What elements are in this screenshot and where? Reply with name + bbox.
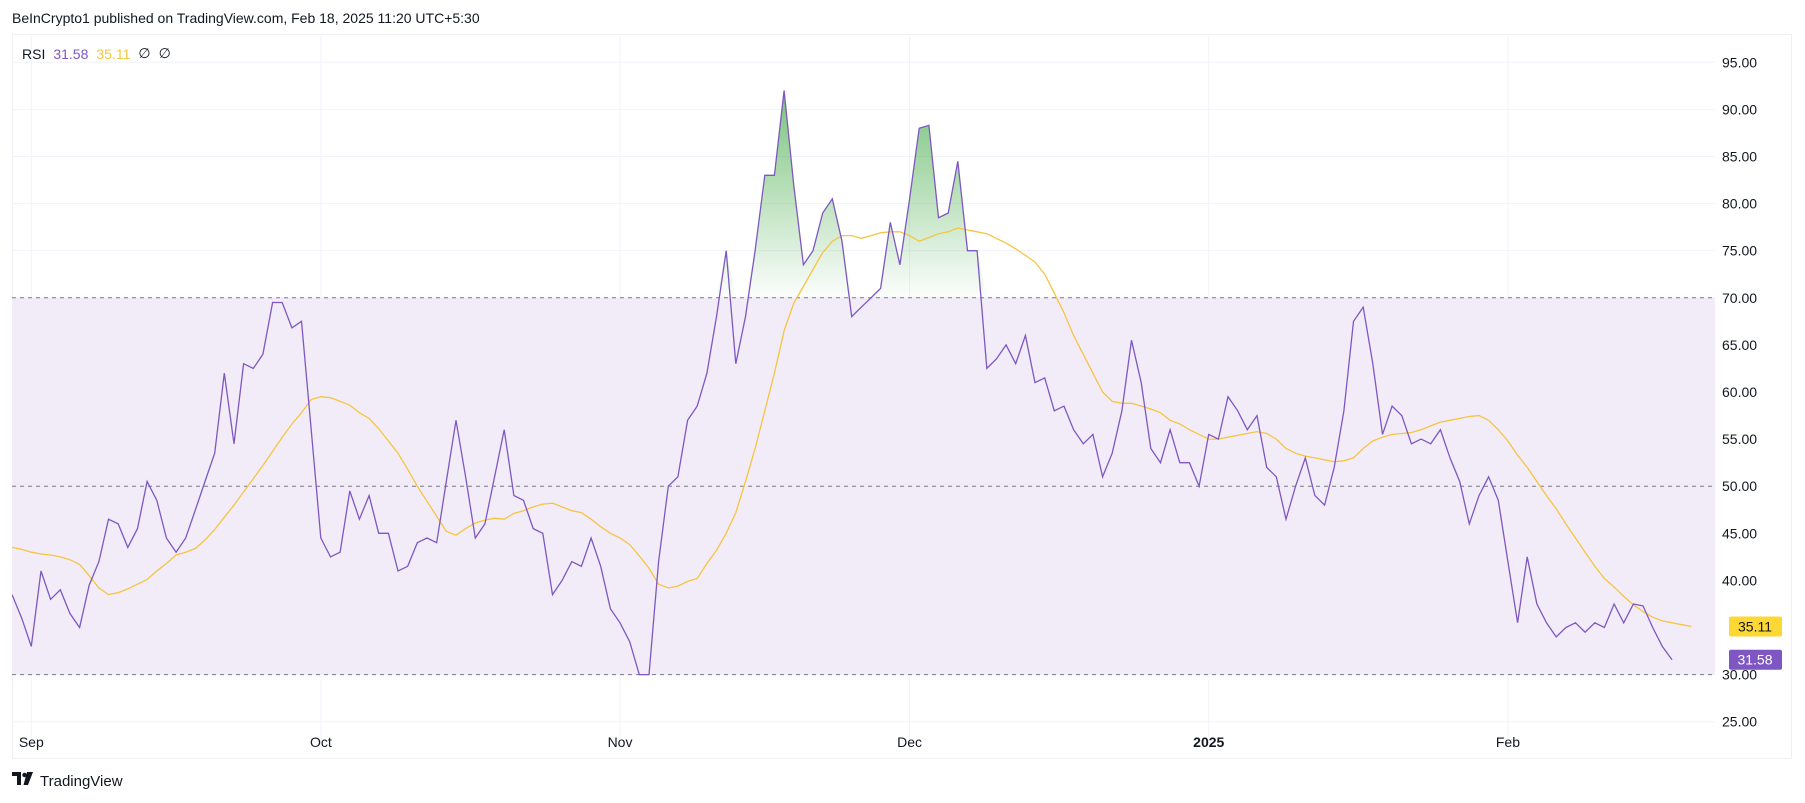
- y-tick-label: 65.00: [1722, 337, 1757, 353]
- y-tick-label: 90.00: [1722, 101, 1757, 117]
- x-tick-label: Nov: [608, 734, 633, 750]
- y-tick-label: 75.00: [1722, 243, 1757, 259]
- legend-rsi-value: 31.58: [53, 45, 89, 62]
- ma-last-value-badge-bg: [1729, 616, 1782, 637]
- x-tick-label: 2025: [1193, 734, 1224, 750]
- last-value-badges: 35.11 31.58: [1729, 616, 1782, 670]
- x-tick-label: Dec: [897, 734, 922, 750]
- x-tick-label: Sep: [19, 734, 44, 750]
- rsi-last-value-badge: 31.58: [1737, 652, 1772, 668]
- y-tick-label: 80.00: [1722, 196, 1757, 212]
- publisher-header: BeInCrypto1 published on TradingView.com…: [12, 10, 480, 26]
- ma-series-line: [12, 227, 1692, 628]
- rsi-series-line: [12, 90, 1673, 676]
- y-tick-label: 85.00: [1722, 148, 1757, 164]
- overbought-fill: [12, 90, 1672, 298]
- legend-null-value-1: ∅: [138, 45, 151, 61]
- rsi-last-value-badge-bg: [1729, 649, 1782, 670]
- rsi-band: [12, 297, 1715, 676]
- series-lines: [12, 90, 1692, 676]
- y-tick-label: 50.00: [1722, 478, 1757, 494]
- y-tick-label: 70.00: [1722, 290, 1757, 306]
- y-tick-label: 95.00: [1722, 54, 1757, 70]
- y-tick-label: 60.00: [1722, 384, 1757, 400]
- y-tick-label: 30.00: [1722, 667, 1757, 683]
- footer-brand-name: TradingView: [40, 773, 123, 790]
- y-tick-label: 40.00: [1722, 572, 1757, 588]
- indicator-legend[interactable]: RSI 31.58 35.11 ∅ ∅: [22, 45, 171, 62]
- x-axis: Sep Oct Nov Dec 2025 Feb: [19, 734, 1520, 750]
- x-tick-label: Feb: [1496, 734, 1520, 750]
- legend-null-value-2: ∅: [158, 45, 171, 61]
- y-axis: 95.00 90.00 85.00 80.00 75.00 70.00 65.00 60.00…: [1722, 54, 1757, 729]
- overbought-area: [12, 90, 1672, 298]
- y-tick-label: 25.00: [1722, 714, 1757, 730]
- tradingview-logo-icon: [12, 772, 34, 791]
- legend-ma-value: 35.11: [96, 45, 131, 62]
- legend-indicator-name: RSI: [22, 45, 46, 62]
- y-tick-label: 55.00: [1722, 431, 1757, 447]
- y-tick-label: 45.00: [1722, 525, 1757, 541]
- ma-last-value-badge: 35.11: [1738, 618, 1772, 634]
- footer-brand[interactable]: TradingView: [12, 772, 123, 791]
- x-tick-label: Oct: [310, 734, 332, 750]
